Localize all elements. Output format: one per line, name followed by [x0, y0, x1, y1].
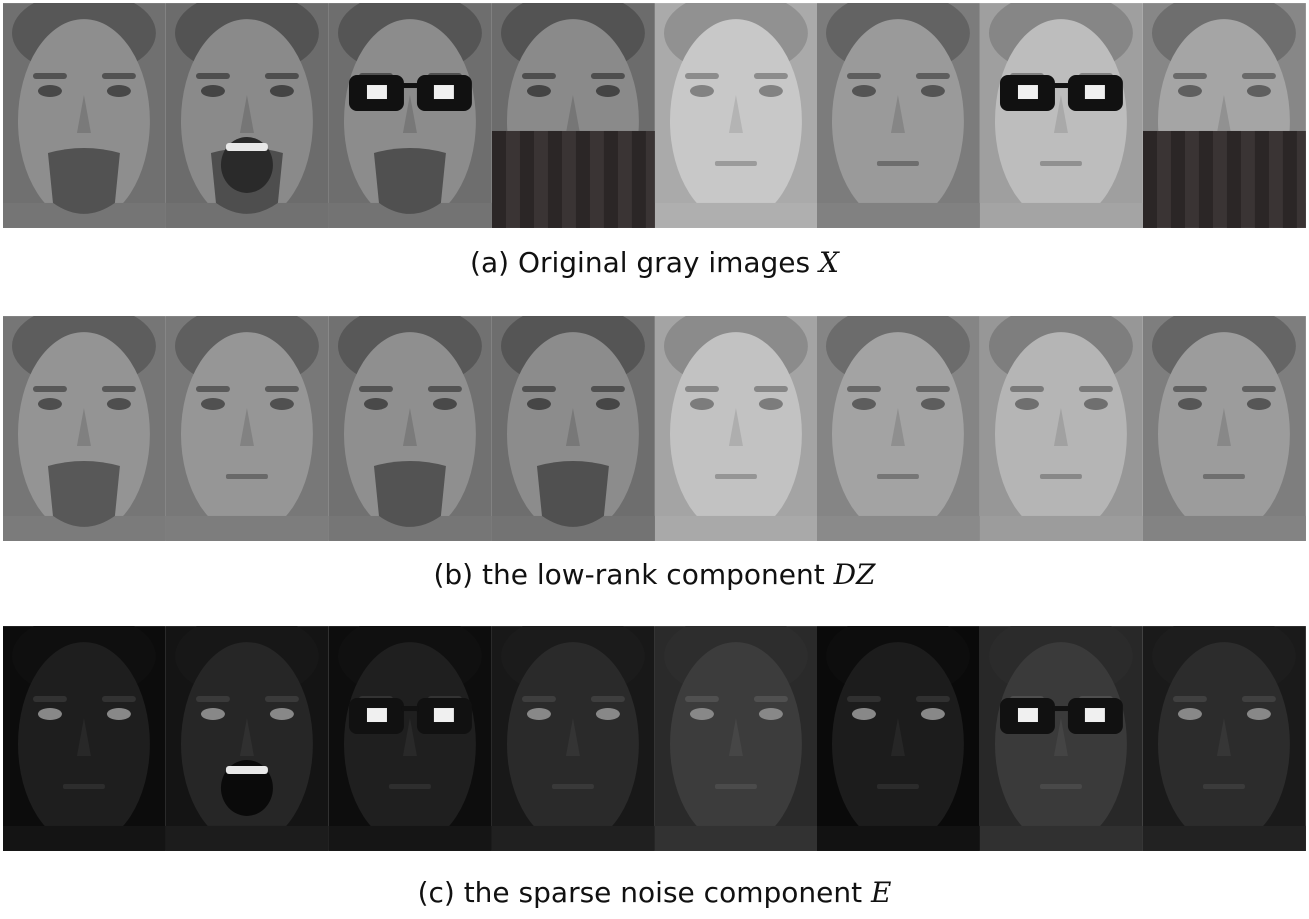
face-thumbnail: [817, 316, 981, 541]
caption-a: (a) Original gray images X: [3, 246, 1306, 280]
face-thumbnail: [491, 3, 655, 228]
caption-text: (c) the sparse noise component: [417, 876, 871, 909]
panel-b: (b) the low-rank component DZ: [3, 316, 1306, 596]
face-thumbnail: [3, 626, 166, 851]
face-thumbnail: [1143, 626, 1306, 851]
caption-math: DZ: [833, 558, 876, 591]
face-thumbnail: [980, 316, 1144, 541]
face-thumbnail: [328, 316, 492, 541]
face-thumbnail: [165, 626, 329, 851]
face-thumbnail: [817, 3, 981, 228]
image-strip-c: [3, 626, 1306, 851]
face-thumbnail: [654, 316, 818, 541]
caption-text: (a) Original gray images: [470, 246, 820, 279]
panel-c: (c) the sparse noise component E: [3, 626, 1306, 916]
face-thumbnail: [1143, 316, 1306, 541]
face-thumbnail: [980, 3, 1144, 228]
face-thumbnail: [1143, 3, 1306, 228]
face-thumbnail: [654, 3, 818, 228]
face-thumbnail: [165, 316, 329, 541]
face-thumbnail: [817, 626, 981, 851]
image-strip-a: [3, 3, 1306, 228]
face-thumbnail: [654, 626, 818, 851]
caption-b: (b) the low-rank component DZ: [3, 558, 1306, 592]
caption-text: (b) the low-rank component: [433, 558, 834, 591]
face-thumbnail: [491, 626, 655, 851]
face-thumbnail: [980, 626, 1144, 851]
face-thumbnail: [3, 316, 166, 541]
face-thumbnail: [491, 316, 655, 541]
caption-math: E: [870, 876, 892, 909]
panel-a: (a) Original gray images X: [3, 3, 1306, 283]
caption-c: (c) the sparse noise component E: [3, 876, 1306, 910]
face-thumbnail: [328, 3, 492, 228]
face-thumbnail: [3, 3, 166, 228]
caption-math: X: [819, 246, 839, 279]
face-thumbnail: [328, 626, 492, 851]
face-thumbnail: [165, 3, 329, 228]
image-strip-b: [3, 316, 1306, 541]
